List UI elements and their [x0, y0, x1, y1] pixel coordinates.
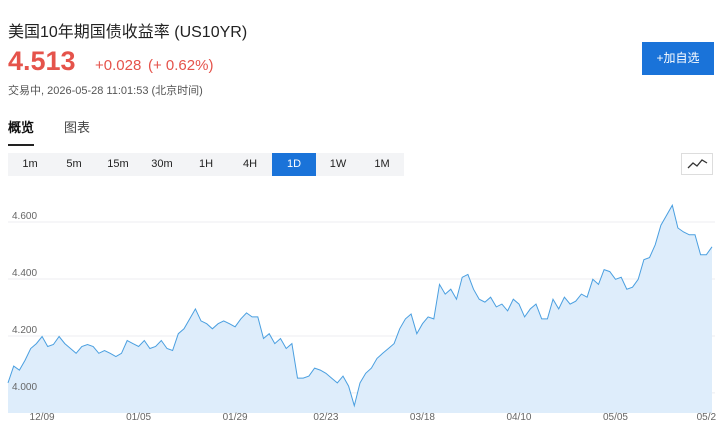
status: 交易中, 2026-05-28 11:01:53 (北京时间): [8, 85, 203, 97]
tabs: 概览 图表: [8, 117, 90, 146]
period-button[interactable]: 4H: [242, 158, 258, 170]
tab[interactable]: 图表: [64, 120, 91, 135]
icon: [687, 159, 708, 169]
chart: 4.000 4.200 4.400 4.600 12/09 01/05 01/29 02/23…: [7, 203, 717, 423]
x-tick-label: 04/10: [506, 412, 531, 423]
period-button[interactable]: 30m: [151, 158, 173, 170]
x-tick-label: 01/29: [223, 412, 248, 423]
title: 美国10年期国债收益率 (US10YR): [8, 24, 248, 41]
x-tick-label: 05/2: [697, 412, 717, 423]
chart-style-button[interactable]: [681, 153, 713, 175]
y-tick-label: 4.000: [12, 382, 37, 393]
y-tick-label: 4.400: [12, 268, 37, 279]
period-button[interactable]: 1M: [374, 158, 390, 170]
change-pct: (+ 0.62%): [148, 57, 214, 74]
price: 4.513: [8, 46, 76, 76]
y-tick-label: 4.200: [12, 325, 37, 336]
x-tick-label: 02/23: [313, 412, 338, 423]
line: [7, 203, 713, 408]
period-button[interactable]: 1H: [198, 158, 214, 170]
period-button[interactable]: 5m: [66, 158, 82, 170]
period-bar: 1m 5m 15m 30m 1H 4H 1D 1W 1M: [8, 153, 404, 176]
x-tick-label: 03/18: [410, 412, 435, 423]
x-tick-label: 05/05: [603, 412, 628, 423]
tab[interactable]: 概览: [8, 117, 35, 146]
y-tick-label: 4.600: [12, 211, 37, 222]
change: +0.028: [95, 57, 142, 74]
x-tick-label: 12/09: [30, 412, 55, 423]
watch-button[interactable]: +加自选: [642, 42, 714, 75]
period-button[interactable]: 1W: [329, 158, 347, 170]
period-button[interactable]: 15m: [107, 158, 129, 170]
x-tick-label: 01/05: [126, 412, 151, 423]
area: [8, 205, 712, 413]
period-button[interactable]: 1D: [272, 153, 316, 176]
period-button[interactable]: 1m: [22, 158, 38, 170]
